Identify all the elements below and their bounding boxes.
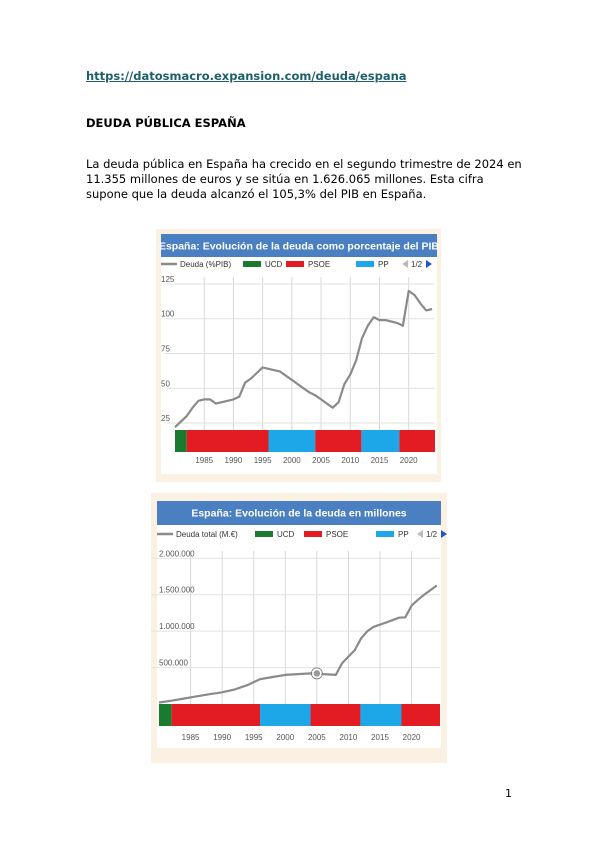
x-tick-label: 2015 xyxy=(371,733,389,742)
legend-prev-icon xyxy=(417,530,423,538)
government-band-pp xyxy=(360,704,402,726)
y-tick-label: 50 xyxy=(161,379,170,388)
government-band-ucd xyxy=(175,430,187,452)
y-tick-label: 100 xyxy=(161,310,175,319)
x-tick-label: 2010 xyxy=(340,733,358,742)
x-tick-label: 1995 xyxy=(254,456,272,465)
legend-swatch-psoe xyxy=(304,531,322,537)
legend-label: PP xyxy=(398,530,409,539)
y-tick-label: 25 xyxy=(161,414,170,423)
legend-label: UCD xyxy=(265,260,283,269)
chart-title: España: Evolución de la deuda como porce… xyxy=(159,241,439,253)
x-tick-label: 2010 xyxy=(341,456,359,465)
x-tick-label: 1990 xyxy=(213,733,231,742)
x-tick-label: 2005 xyxy=(308,733,326,742)
legend-label: PSOE xyxy=(308,260,330,269)
government-band-psoe xyxy=(186,430,269,452)
x-tick-label: 1995 xyxy=(245,733,263,742)
chart-header xyxy=(157,501,441,525)
legend-label: Deuda total (M.€) xyxy=(176,530,238,539)
x-tick-label: 2005 xyxy=(312,456,330,465)
series-line xyxy=(158,584,438,704)
data-point-marker-ring xyxy=(310,667,323,680)
y-tick-label: 2.000.000 xyxy=(159,549,195,558)
chart-title: España: Evolución de la deuda en millone… xyxy=(191,508,406,520)
legend-prev-icon xyxy=(402,260,408,268)
government-band-pp xyxy=(260,704,311,726)
chart-debt-percent-gdp: España: Evolución de la deuda como porce… xyxy=(156,229,441,482)
chart-debt-millions: España: Evolución de la deuda en millone… xyxy=(151,493,447,763)
legend-label: UCD xyxy=(277,530,295,539)
y-tick-label: 500.000 xyxy=(159,659,188,668)
government-band-psoe xyxy=(171,704,261,726)
x-tick-label: 1985 xyxy=(195,456,213,465)
series-line xyxy=(174,289,433,428)
x-tick-label: 1985 xyxy=(182,733,200,742)
y-tick-label: 1.000.000 xyxy=(159,622,195,631)
legend-swatch-pp xyxy=(376,531,394,537)
government-band-psoe xyxy=(310,704,361,726)
government-band-psoe xyxy=(315,430,362,452)
legend-swatch-ucd xyxy=(255,531,273,537)
x-tick-label: 2000 xyxy=(276,733,294,742)
page-heading: DEUDA PÚBLICA ESPAÑA xyxy=(86,116,246,130)
chart-header xyxy=(161,234,437,257)
x-tick-label: 2020 xyxy=(400,456,418,465)
data-point-marker xyxy=(312,668,322,679)
legend-next-icon xyxy=(426,260,432,268)
government-band-ucd xyxy=(159,704,172,726)
legend-page: 1/2 xyxy=(411,260,423,269)
legend-swatch-psoe xyxy=(286,261,304,267)
legend-label: PP xyxy=(378,260,389,269)
x-tick-label: 2000 xyxy=(283,456,301,465)
x-tick-label: 1990 xyxy=(225,456,243,465)
x-tick-label: 2020 xyxy=(403,733,421,742)
legend-label: Deuda (%PIB) xyxy=(180,260,231,269)
y-tick-label: 125 xyxy=(161,275,175,284)
y-tick-label: 75 xyxy=(161,345,170,354)
government-band-psoe xyxy=(399,430,435,452)
government-band-pp xyxy=(361,430,400,452)
legend-swatch-ucd xyxy=(243,261,261,267)
legend-label: PSOE xyxy=(326,530,348,539)
legend-page: 1/2 xyxy=(426,530,438,539)
x-tick-label: 2015 xyxy=(371,456,389,465)
government-band-pp xyxy=(268,430,316,452)
page-number: 1 xyxy=(505,787,512,800)
intro-paragraph: La deuda pública en España ha crecido en… xyxy=(86,157,522,201)
legend-swatch-pp xyxy=(356,261,374,267)
government-band-psoe xyxy=(401,704,440,726)
y-tick-label: 1.500.000 xyxy=(159,586,195,595)
legend-next-icon xyxy=(441,530,447,538)
source-link[interactable]: https://datosmacro.expansion.com/deuda/e… xyxy=(86,69,407,83)
